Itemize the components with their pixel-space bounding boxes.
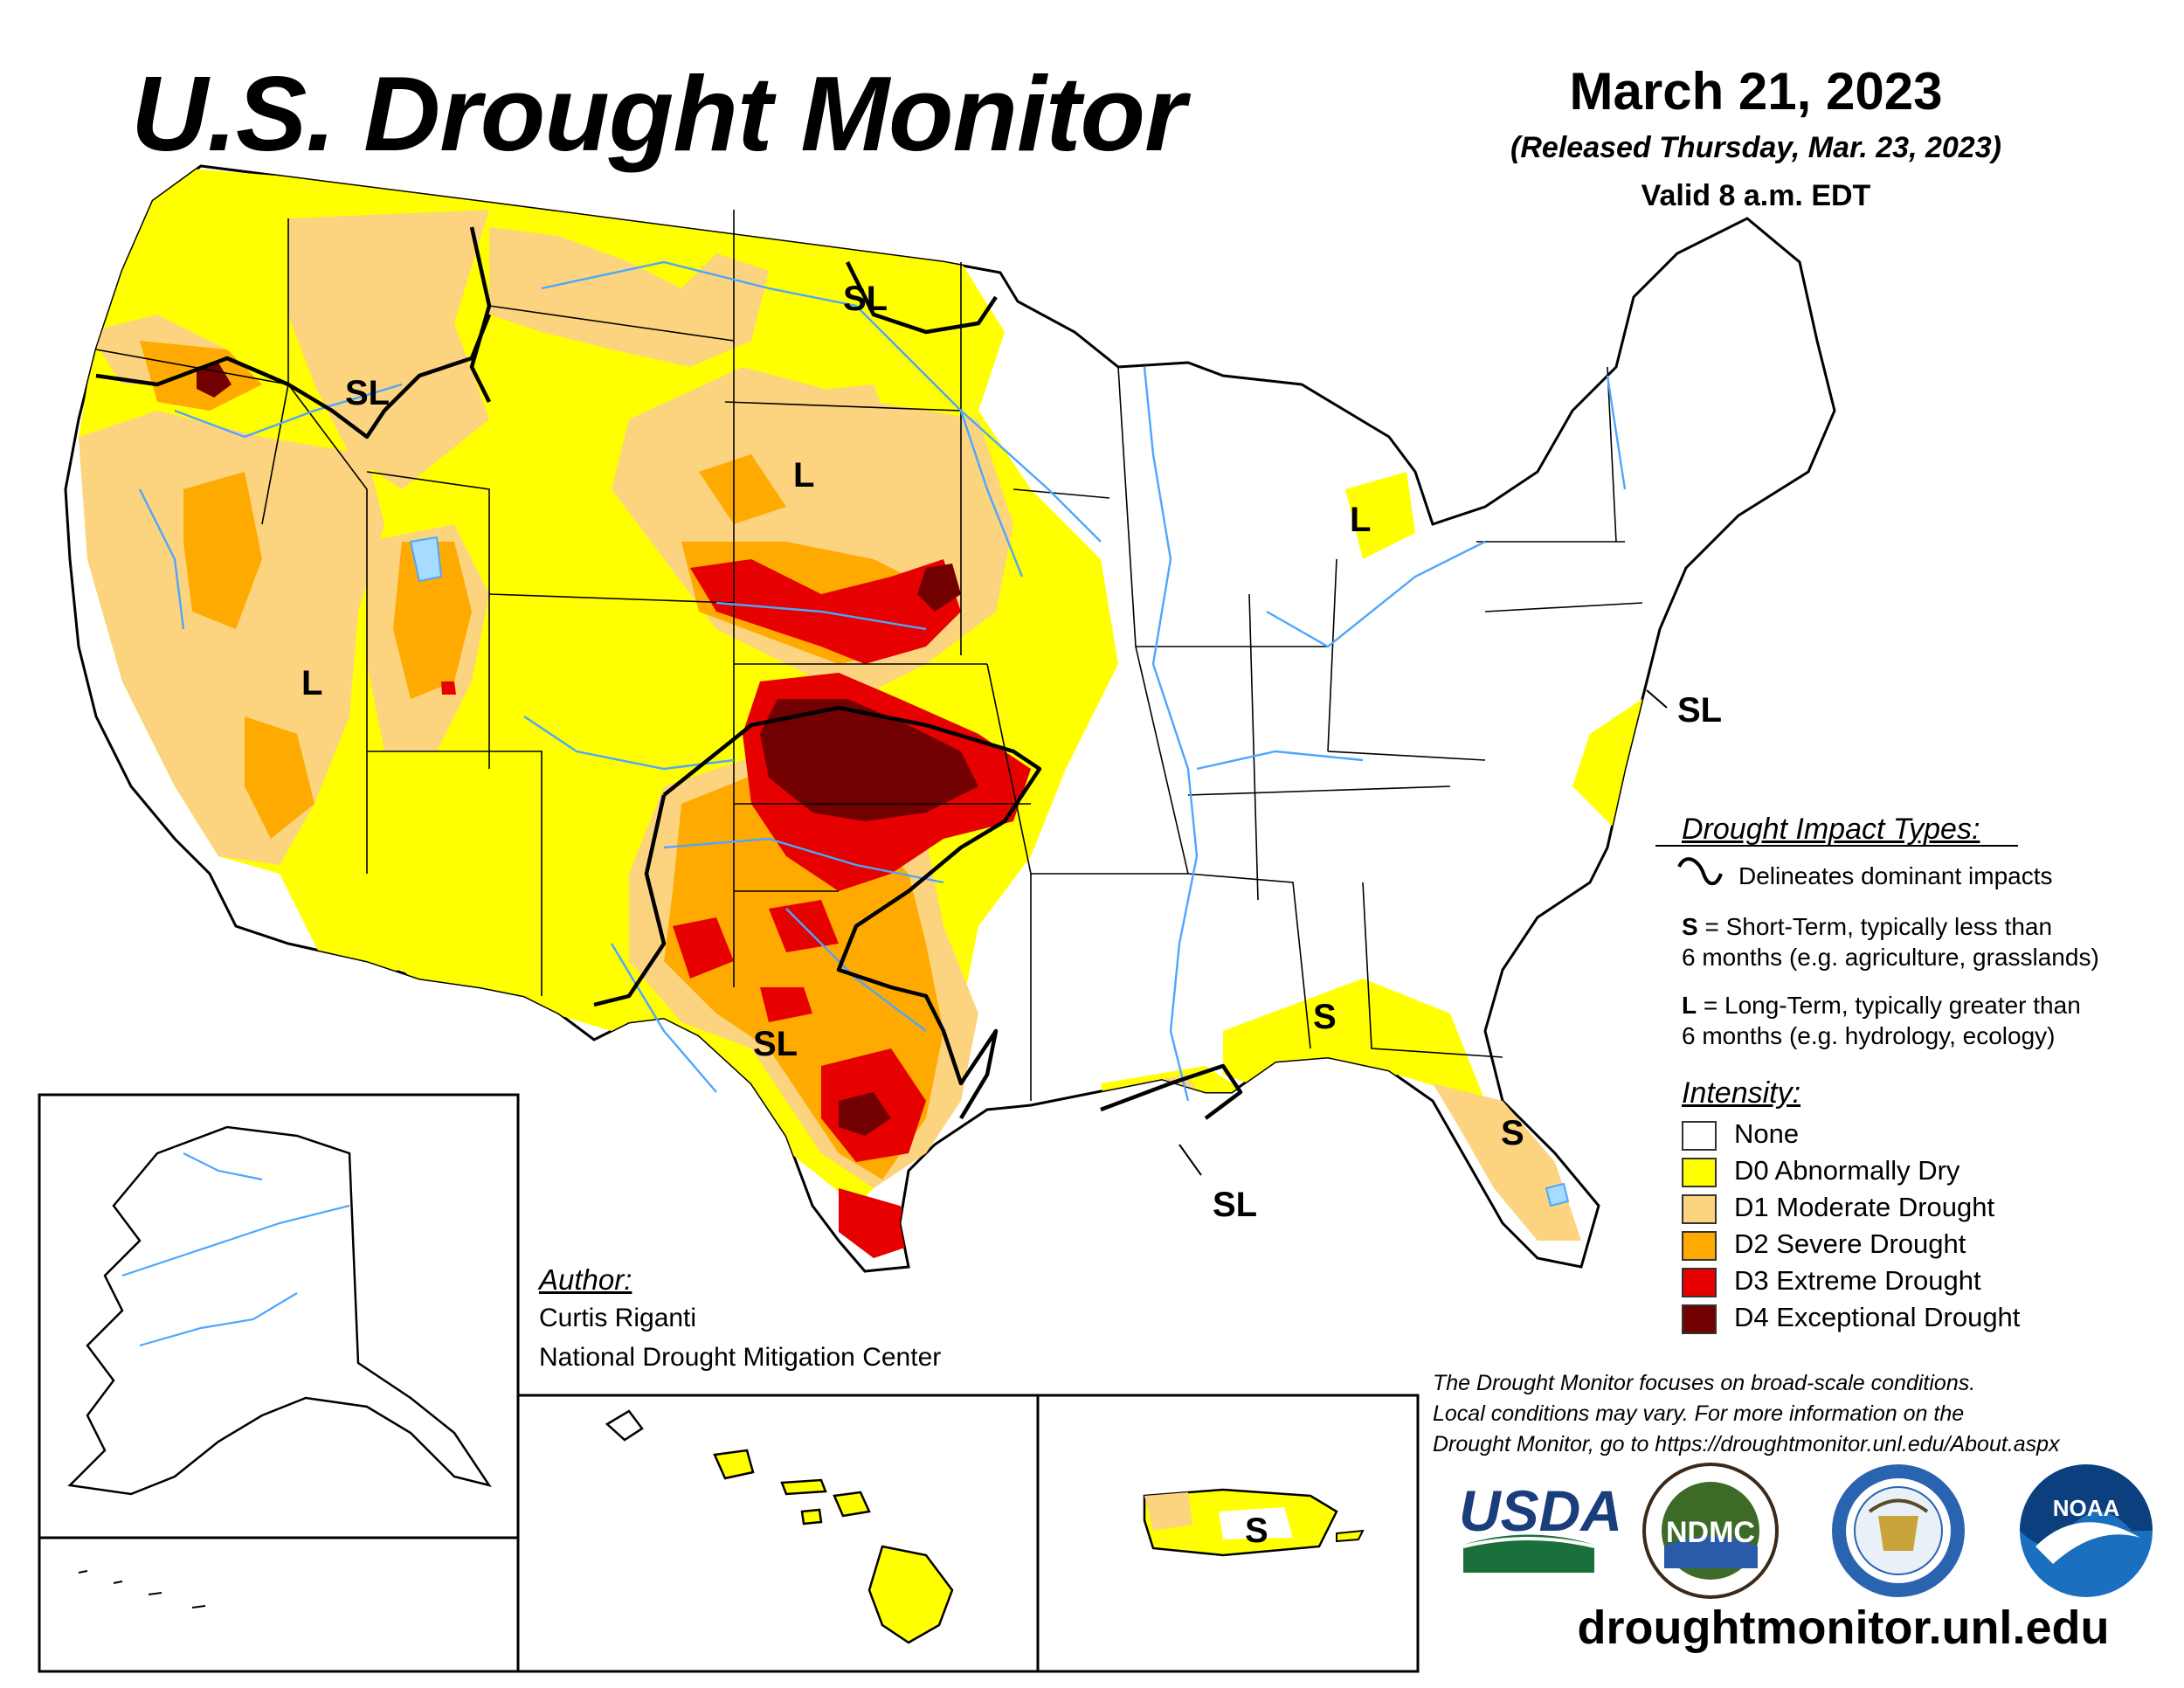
long-term-line-1: L = Long-Term, typically greater than [1682,992,2081,1020]
vieques-island [1336,1529,1365,1543]
ndmc-logo: NDMC [1642,1463,1779,1599]
noaa-logo: NOAA [2020,1464,2153,1597]
label-d0: D0 Abnormally Dry [1734,1155,1960,1186]
disclaimer-line-1: The Drought Monitor focuses on broad-sca… [1433,1371,1976,1395]
gulf-leader-line [1178,1144,1202,1176]
impact-label-al: S [1313,998,1337,1036]
rivers [138,260,1627,1102]
impact-label-sd: L [793,456,814,495]
release-date: (Released Thursday, Mar. 23, 2023) [1510,131,2001,164]
valid-time: Valid 8 a.m. EDT [1641,179,1871,212]
swatch-none [1682,1121,1717,1151]
short-term-text-2: 6 months (e.g. agriculture, grasslands) [1682,944,2099,971]
impact-label-fl: S [1501,1114,1524,1152]
label-none: None [1734,1118,1800,1149]
impact-label-nd: SL [843,280,888,318]
long-term-text-1: = Long-Term, typically greater than [1697,992,2081,1019]
website-url[interactable]: droughtmonitor.unl.edu [1577,1602,2110,1654]
aleutian-islands [78,1570,206,1608]
hawaii-islands [605,1409,954,1644]
inset-frames [38,1093,1420,1673]
label-d2: D2 Severe Drought [1734,1228,1966,1259]
label-d3: D3 Extreme Drought [1734,1265,1981,1296]
author-heading: Author: [539,1263,632,1296]
alaska-outline [67,1125,492,1496]
swatch-d2 [1682,1231,1717,1261]
svg-text:NDMC: NDMC [1666,1516,1755,1549]
impact-line-icon [1677,857,1723,886]
label-d4: D4 Exceptional Drought [1734,1302,2021,1332]
impact-label-gulf: SL [1213,1186,1257,1224]
impact-label-nv: L [301,664,322,702]
usda-logo: USDA [1459,1478,1622,1573]
short-term-key: S [1682,913,1698,940]
delineates-text: Delineates dominant impacts [1738,862,2053,889]
long-term-key: L [1682,992,1697,1019]
impact-types-title: Drought Impact Types: [1682,813,1980,846]
short-term-text-1: = Short-Term, typically less than [1697,913,2053,940]
d4-areas [197,363,978,1136]
swatch-d0 [1682,1158,1717,1187]
swatch-d3 [1682,1268,1717,1297]
svg-text:NOAA: NOAA [2053,1495,2120,1521]
puerto-rico-d1 [1144,1492,1192,1531]
author-org: National Drought Mitigation Center [539,1343,942,1372]
map-title: U.S. Drought Monitor [131,54,1186,173]
swatch-d4 [1682,1304,1717,1334]
disclaimer-line-3: Drought Monitor, go to https://droughtmo… [1433,1432,2060,1456]
lakes [409,536,1570,1207]
author-name: Curtis Riganti [539,1304,697,1332]
short-term-line-1: S = Short-Term, typically less than [1682,913,2052,941]
impact-label-pr: S [1245,1512,1268,1550]
disclaimer-line-2: Local conditions may vary. For more info… [1433,1401,1965,1426]
impact-label-midatlantic: SL [1677,691,1722,730]
intensity-title: Intensity: [1682,1076,1801,1110]
impact-label-tx: SL [753,1025,798,1063]
long-term-text-2: 6 months (e.g. hydrology, ecology) [1682,1022,2056,1049]
disclaimer: The Drought Monitor focuses on broad-sca… [1433,1368,2184,1460]
alaska-rivers [121,1152,350,1347]
commerce-logo [1832,1464,1965,1597]
label-d1: D1 Moderate Drought [1734,1192,1995,1222]
impact-label-mi: L [1350,501,1371,539]
impact-delineations [95,226,1243,1120]
puerto-rico-none [1219,1507,1293,1539]
svg-text:USDA: USDA [1459,1478,1622,1543]
midatlantic-leader-line [1646,689,1668,709]
map-date: March 21, 2023 [1569,62,1943,121]
swatch-d1 [1682,1194,1717,1224]
state-boundaries [95,210,1643,1101]
impact-label-nw: SL [345,374,390,412]
